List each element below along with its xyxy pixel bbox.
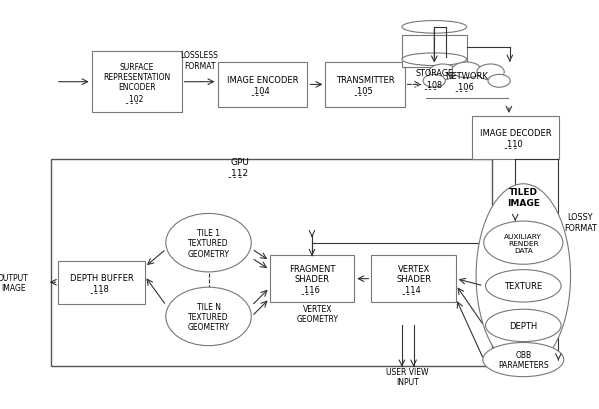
Ellipse shape <box>429 65 456 81</box>
Text: USER VIEW
INPUT: USER VIEW INPUT <box>386 367 428 387</box>
Ellipse shape <box>488 75 510 88</box>
Ellipse shape <box>402 22 467 34</box>
Ellipse shape <box>423 75 445 88</box>
Bar <box>92 52 181 113</box>
Text: TEXTURE: TEXTURE <box>504 282 542 291</box>
Text: NETWORK
̱1̱0̱6: NETWORK ̱1̱0̱6 <box>445 72 488 91</box>
Text: VERTEX
GEOMETRY: VERTEX GEOMETRY <box>297 304 338 324</box>
Text: SURFACE
REPRESENTATION
ENCODER
̱1̱0̱2: SURFACE REPRESENTATION ENCODER ̱1̱0̱2 <box>103 63 170 103</box>
Ellipse shape <box>477 65 504 81</box>
Text: DEPTH BUFFER
̱1̱1̱8: DEPTH BUFFER ̱1̱1̱8 <box>69 273 134 292</box>
Text: FRAGMENT
SHADER
̱1̱1̱6: FRAGMENT SHADER ̱1̱1̱6 <box>289 264 335 294</box>
Text: DEPTH: DEPTH <box>509 321 537 330</box>
Ellipse shape <box>166 214 251 272</box>
Text: VERTEX
SHADER
̱1̱1̱4: VERTEX SHADER ̱1̱1̱4 <box>396 264 431 294</box>
Ellipse shape <box>166 288 251 346</box>
Text: AUXILIARY
RENDER
DATA: AUXILIARY RENDER DATA <box>504 233 542 253</box>
Text: TILE 1
TEXTURED
GEOMETRY: TILE 1 TEXTURED GEOMETRY <box>187 228 229 258</box>
Text: OUTPUT
IMAGE: OUTPUT IMAGE <box>0 273 29 292</box>
Ellipse shape <box>424 67 509 97</box>
Text: OBB
PARAMETERS: OBB PARAMETERS <box>498 350 549 369</box>
Ellipse shape <box>486 270 561 302</box>
Bar <box>472 117 559 160</box>
Bar <box>402 36 467 68</box>
Ellipse shape <box>402 54 467 66</box>
Ellipse shape <box>484 222 563 265</box>
Text: IMAGE ENCODER
̱1̱0̱4: IMAGE ENCODER ̱1̱0̱4 <box>227 76 298 95</box>
Bar <box>217 63 307 108</box>
Ellipse shape <box>483 343 564 377</box>
Text: STORAGE
̱1̱0̱8: STORAGE ̱1̱0̱8 <box>415 69 453 89</box>
Text: LOSSY
FORMAT: LOSSY FORMAT <box>564 213 597 232</box>
Text: TRANSMITTER
̱1̱0̱5: TRANSMITTER ̱1̱0̱5 <box>335 76 394 95</box>
Bar <box>58 261 145 304</box>
Text: IMAGE DECODER
̱1̱1̱0: IMAGE DECODER ̱1̱1̱0 <box>480 128 552 148</box>
Bar <box>371 256 456 302</box>
Text: GPU
̱1̱1̱2: GPU ̱1̱1̱2 <box>231 157 249 177</box>
Ellipse shape <box>486 310 561 342</box>
Text: TILE N
TEXTURED
GEOMETRY: TILE N TEXTURED GEOMETRY <box>187 302 229 332</box>
Text: TILED
IMAGE: TILED IMAGE <box>507 188 540 207</box>
Bar <box>51 160 492 366</box>
Bar <box>325 63 404 108</box>
Text: LOSSLESS
FORMAT: LOSSLESS FORMAT <box>181 51 219 71</box>
Ellipse shape <box>476 184 570 368</box>
Bar <box>270 256 354 302</box>
Ellipse shape <box>452 63 481 79</box>
